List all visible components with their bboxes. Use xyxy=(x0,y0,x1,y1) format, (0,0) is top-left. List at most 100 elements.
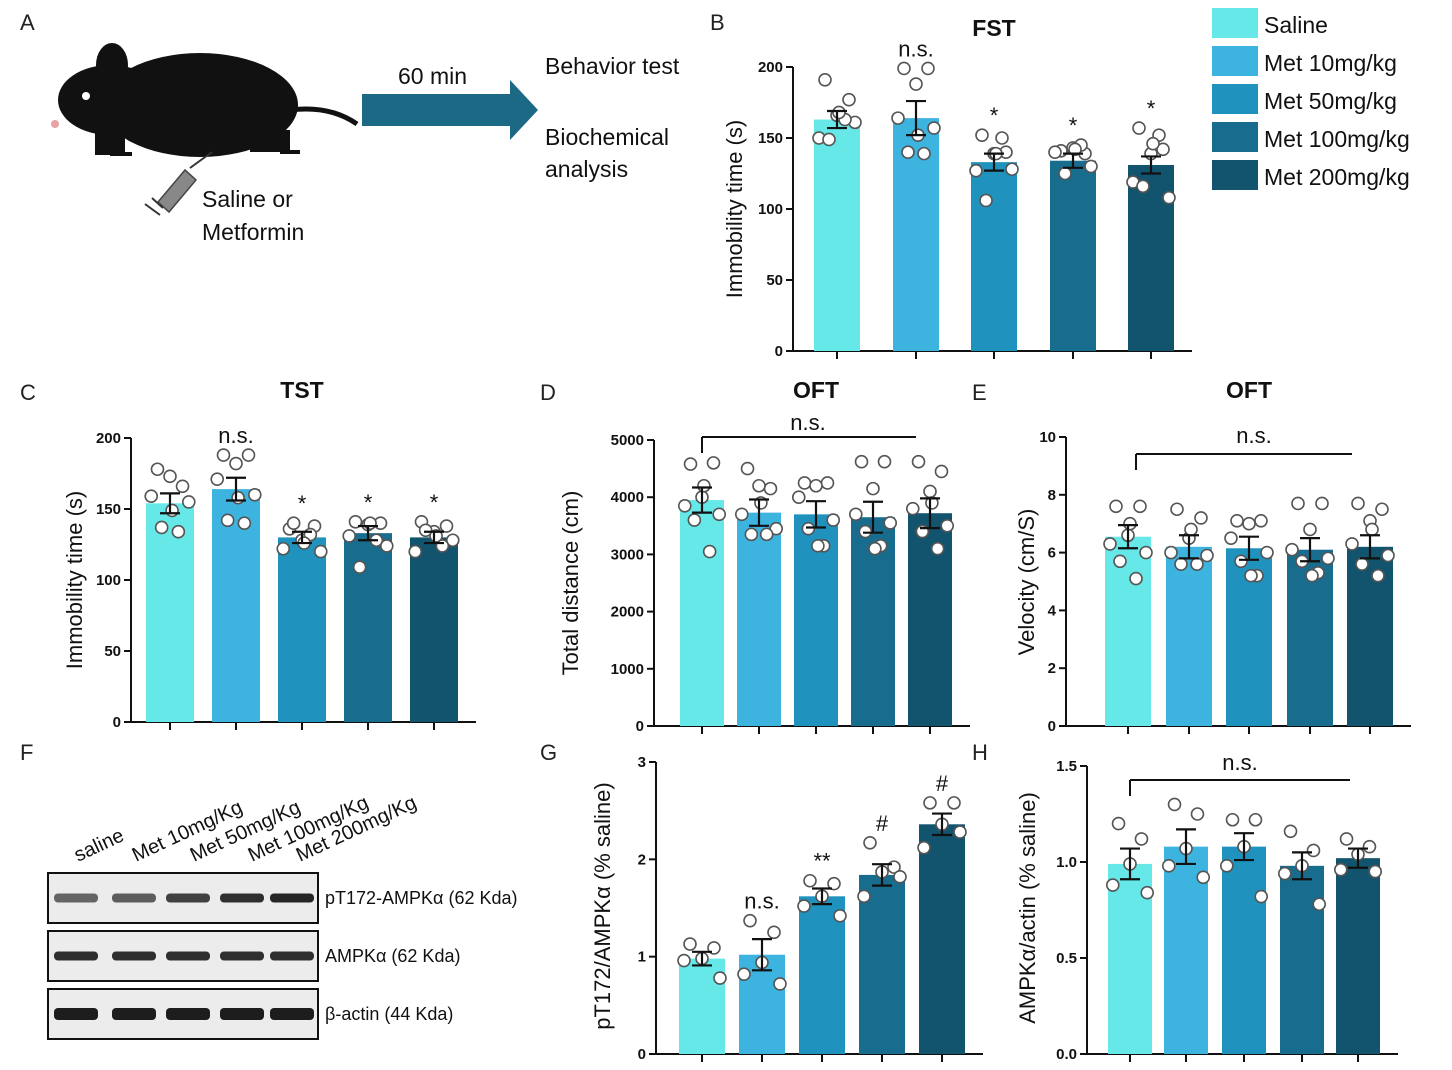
error-bar xyxy=(806,500,826,529)
data-point xyxy=(181,495,196,509)
lane-label: saline xyxy=(71,825,128,867)
data-point xyxy=(1345,537,1359,551)
y-tick-label: 1000 xyxy=(611,661,644,678)
injection-label-line1: Saline or xyxy=(202,186,293,212)
error-bar xyxy=(1118,524,1138,550)
significance-label: # xyxy=(876,811,889,836)
data-point xyxy=(363,516,377,531)
y-tick-label: 0 xyxy=(638,1046,646,1063)
blot-band xyxy=(166,951,210,961)
data-point xyxy=(175,479,190,494)
data-point xyxy=(1048,145,1062,159)
data-point xyxy=(677,953,691,968)
y-axis-label: Immobility time (s) xyxy=(722,120,747,298)
bar xyxy=(893,118,939,352)
data-point xyxy=(854,454,869,469)
data-point xyxy=(697,478,711,493)
chart-tst: TST Immobility time (s) 0 50 100 150 200 n.s. * *… xyxy=(62,377,476,731)
significance-label: * xyxy=(430,490,439,515)
data-point xyxy=(1146,136,1160,151)
chart-oft-velocity: OFT Velocity (cm/S) 0 2 4 6 8 10 n.s. xyxy=(1014,377,1411,735)
bracket-label: n.s. xyxy=(1236,423,1271,448)
y-tick-label: 5000 xyxy=(611,432,644,449)
data-point xyxy=(866,481,880,496)
blot-band xyxy=(112,951,156,961)
data-point xyxy=(1375,502,1389,517)
data-point xyxy=(1134,832,1149,846)
data-point xyxy=(1283,824,1298,839)
y-tick-label: 200 xyxy=(758,59,783,76)
blot-band xyxy=(220,893,264,903)
legend-swatch xyxy=(1212,46,1258,76)
data-point xyxy=(917,840,931,855)
data-point xyxy=(1200,548,1214,563)
injection-label-line2: Metformin xyxy=(202,219,304,245)
error-bar xyxy=(827,109,847,130)
legend-swatch xyxy=(1212,160,1258,190)
panel-label-g: G xyxy=(540,740,557,765)
y-tick-label: 10 xyxy=(1039,429,1056,446)
significance-label: n.s. xyxy=(744,889,779,914)
y-tick-label: 0 xyxy=(775,343,783,360)
data-point xyxy=(1140,885,1155,900)
y-tick-label: 200 xyxy=(96,430,121,447)
chart-ampk-actin: AMPKα/actin (% saline) 0.0 0.5 1.0 1.5 n.s. xyxy=(1015,750,1398,1063)
data-point xyxy=(1306,843,1321,858)
y-tick-label: 100 xyxy=(96,572,121,589)
bar xyxy=(814,119,860,351)
data-point xyxy=(734,507,749,522)
data-point xyxy=(744,527,759,542)
y-tick-label: 150 xyxy=(96,501,121,518)
outcome-behavior: Behavior test xyxy=(545,53,680,79)
bar xyxy=(344,533,392,722)
data-point xyxy=(216,448,231,462)
data-point xyxy=(418,523,433,538)
data-point xyxy=(408,544,423,559)
blot-band xyxy=(270,951,314,961)
data-point xyxy=(1321,551,1335,566)
data-point xyxy=(687,513,702,527)
data-point xyxy=(1190,557,1204,571)
data-point xyxy=(848,507,863,522)
blot-band xyxy=(112,1008,156,1020)
outcome-biochemical: Biochemical xyxy=(545,124,669,150)
data-point xyxy=(969,163,983,178)
bar xyxy=(680,500,724,726)
data-point xyxy=(1194,511,1208,525)
bracket-label: n.s. xyxy=(790,410,825,435)
bar xyxy=(410,537,458,722)
y-tick-label: 0.5 xyxy=(1056,950,1077,967)
significance-bracket xyxy=(701,436,916,453)
chart-title: OFT xyxy=(793,377,839,403)
data-point xyxy=(1381,548,1395,563)
data-point xyxy=(820,476,835,490)
data-point xyxy=(1285,542,1299,557)
blot-label: AMPKα (62 Kda) xyxy=(325,946,460,966)
bar xyxy=(1222,846,1266,1054)
y-axis-label: Total distance (cm) xyxy=(558,491,583,676)
y-axis-label: Immobility time (s) xyxy=(62,491,87,669)
bar xyxy=(919,824,965,1054)
data-point xyxy=(827,876,841,891)
data-point xyxy=(165,503,179,518)
data-point xyxy=(1219,859,1234,873)
data-point xyxy=(1111,816,1126,831)
y-tick-label: 100 xyxy=(758,201,783,218)
panel-label-a: A xyxy=(20,10,35,35)
blot-band xyxy=(54,893,98,903)
error-bar xyxy=(920,497,940,530)
significance-label: ** xyxy=(813,849,831,874)
bar xyxy=(859,874,905,1054)
y-tick-label: 50 xyxy=(104,643,121,660)
y-tick-label: 0 xyxy=(636,718,644,735)
significance-label: * xyxy=(364,490,373,515)
y-tick-label: 4000 xyxy=(611,489,644,506)
y-axis-label: Velocity (cm/S) xyxy=(1014,509,1039,656)
error-bar xyxy=(1348,847,1368,869)
blot-band xyxy=(270,893,314,903)
data-point xyxy=(940,518,955,533)
data-point xyxy=(905,501,920,516)
time-arrow xyxy=(362,80,538,140)
bar xyxy=(1336,858,1380,1054)
data-point xyxy=(445,533,460,548)
